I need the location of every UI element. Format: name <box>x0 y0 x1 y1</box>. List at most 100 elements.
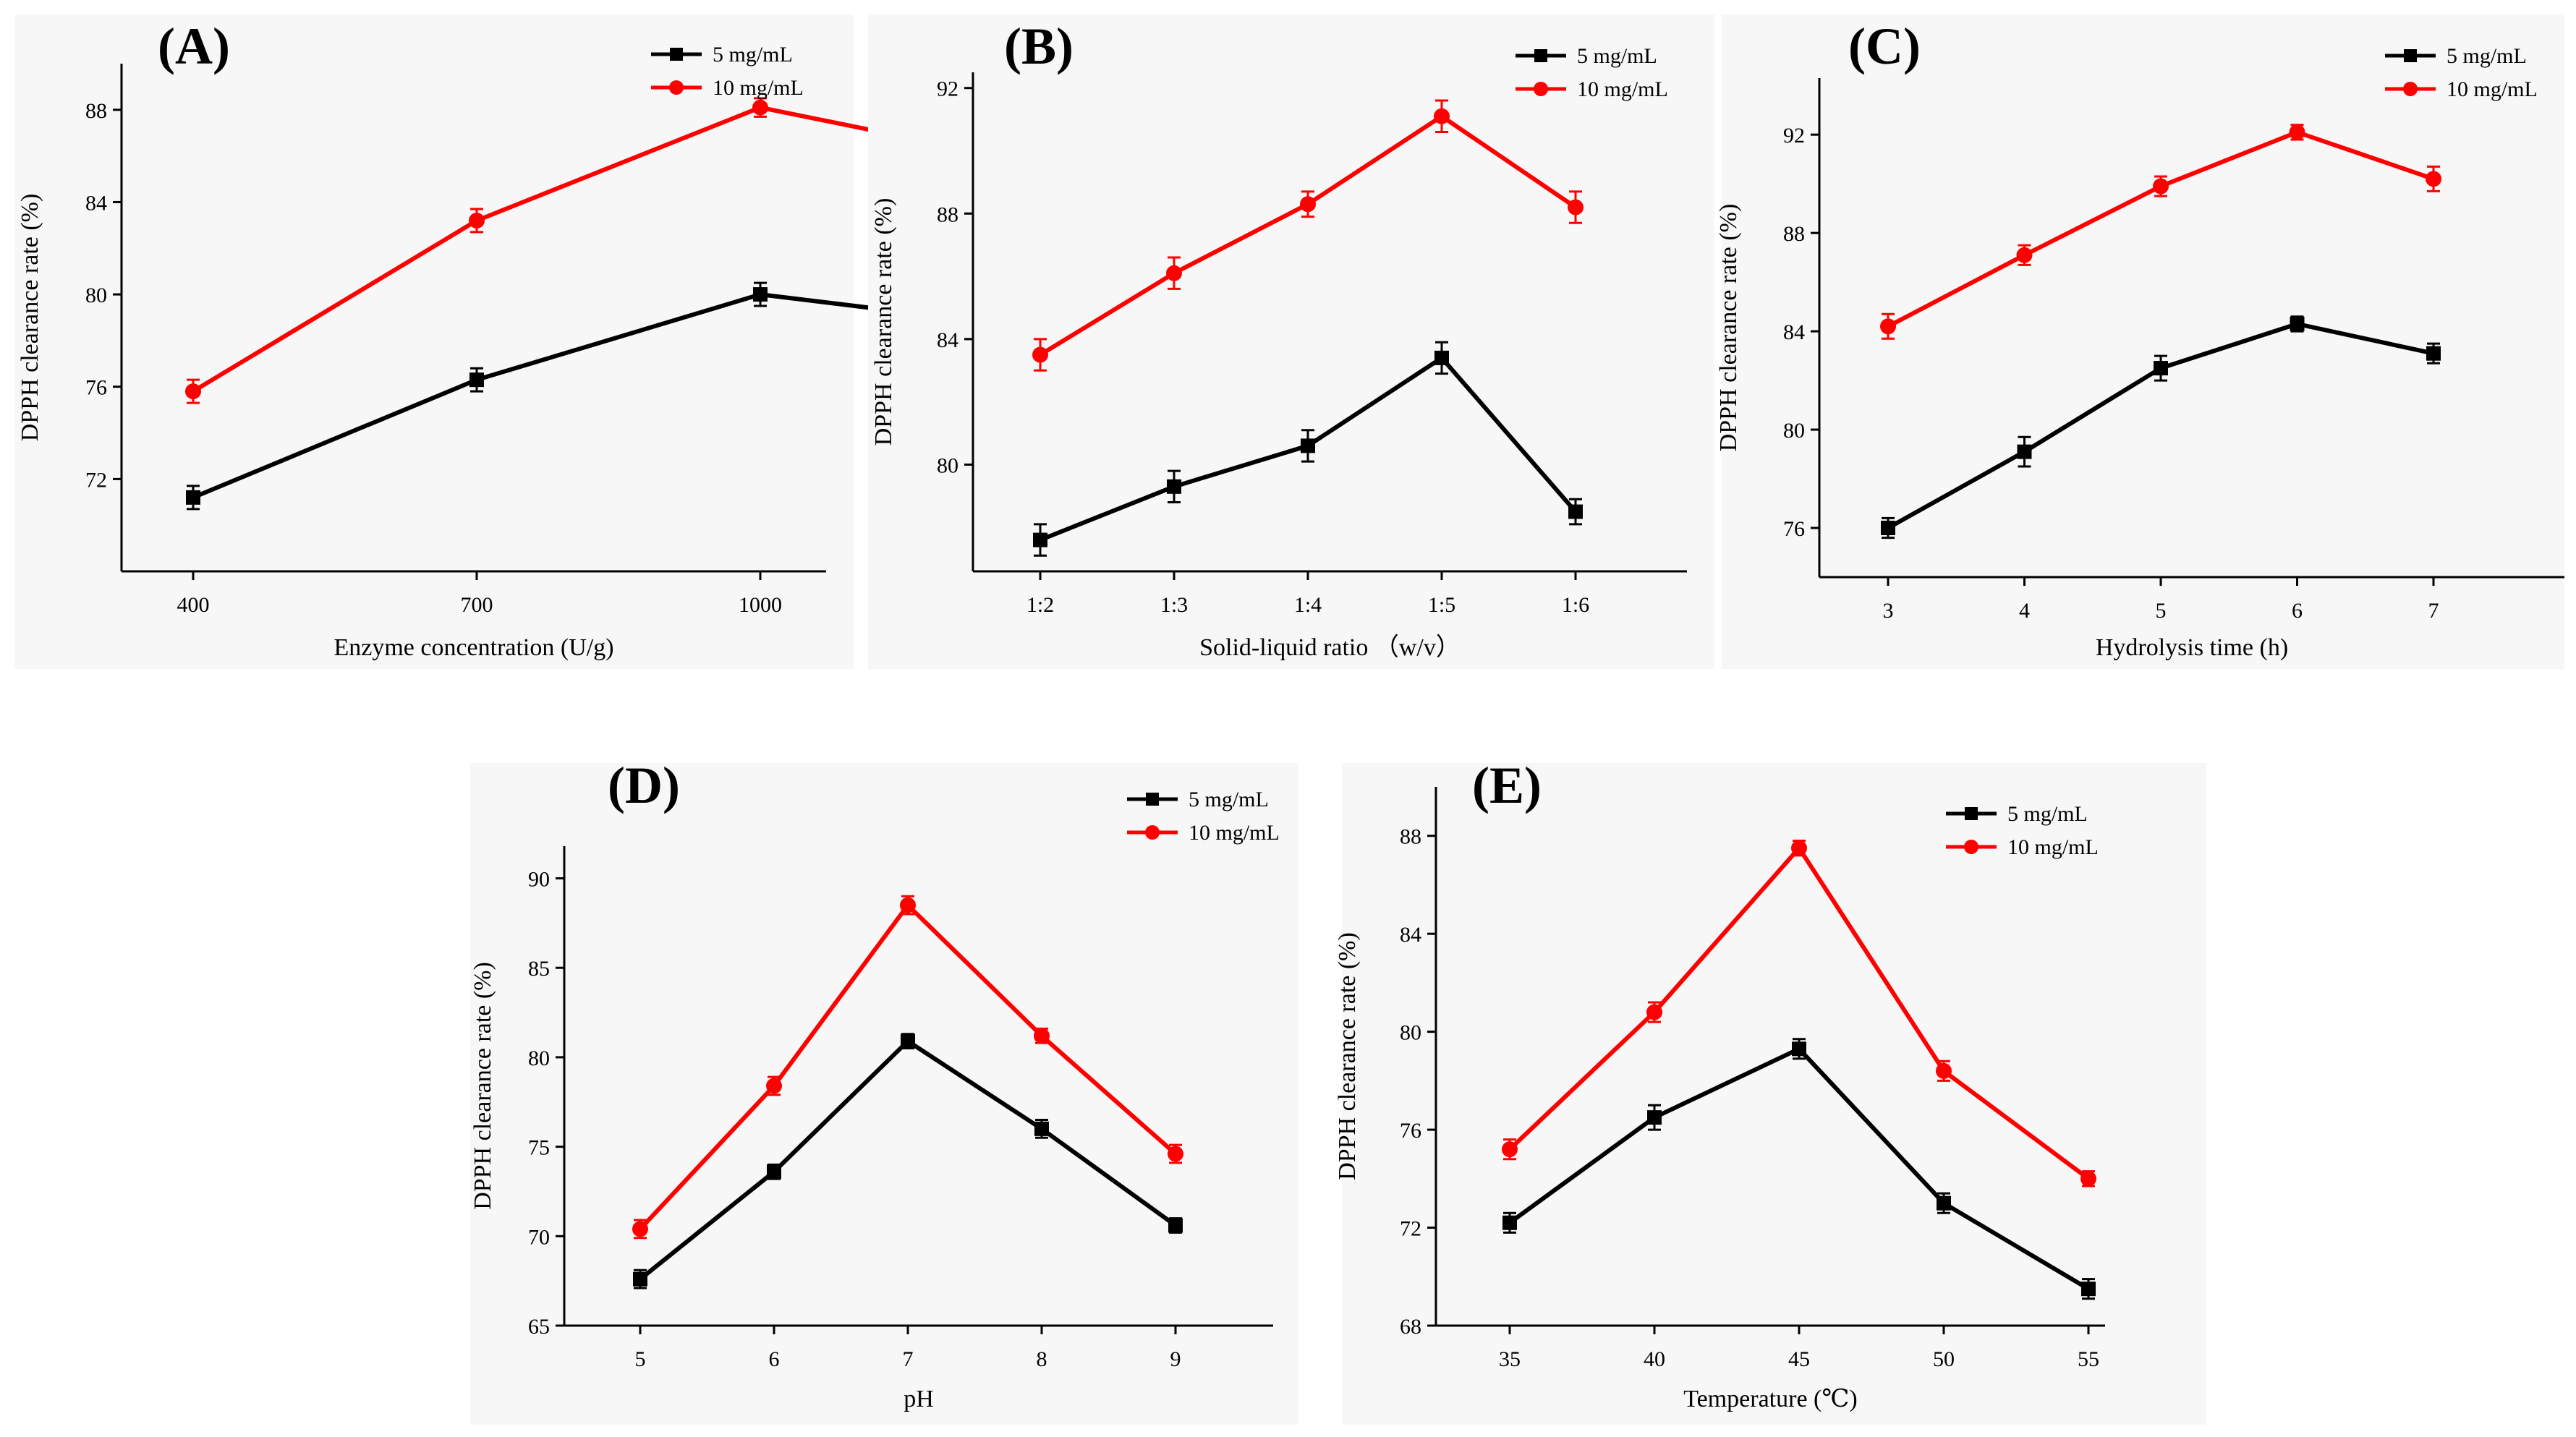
panel-background <box>1722 14 2564 669</box>
data-point-square <box>1792 1041 1806 1057</box>
panel-label: (C) <box>1848 17 1921 75</box>
panel-label: (A) <box>158 17 230 75</box>
data-point-square <box>1034 1121 1049 1136</box>
panel-label: (D) <box>608 756 680 814</box>
data-point-circle <box>1568 199 1584 216</box>
panel-background <box>868 14 1714 669</box>
data-point-circle <box>752 99 768 116</box>
data-point-square <box>753 287 768 302</box>
data-point-square <box>2017 444 2032 459</box>
data-point-square <box>1167 479 1181 494</box>
legend-label: 5 mg/mL <box>1577 44 1657 68</box>
x-tick-label: 6 <box>769 1347 780 1371</box>
x-axis-title: Enzyme concentration (U/g) <box>333 634 613 661</box>
legend-label: 10 mg/mL <box>713 76 804 100</box>
legend-marker-square <box>2404 49 2417 62</box>
legend-entry: 10 mg/mL <box>1516 77 1668 101</box>
data-point-square <box>1434 350 1449 365</box>
data-point-square <box>1301 438 1315 453</box>
legend-label: 10 mg/mL <box>1189 821 1280 845</box>
legend-entry: 5 mg/mL <box>2385 44 2527 68</box>
x-tick-label: 700 <box>461 593 493 617</box>
series-black <box>1502 1038 2096 1300</box>
legend-marker-square <box>1146 793 1159 806</box>
x-tick-label: 1:4 <box>1294 593 1322 617</box>
y-tick-label: 68 <box>1400 1315 1421 1339</box>
y-tick-label: 84 <box>937 328 958 352</box>
legend-entry: 5 mg/mL <box>1516 44 1657 68</box>
legend-label: 10 mg/mL <box>1577 77 1668 101</box>
y-tick-label: 84 <box>1783 320 1805 344</box>
y-axis-title: DPPH clearance rate (%) <box>469 962 496 1210</box>
data-point-square <box>469 372 484 388</box>
legend-entry: 10 mg/mL <box>1946 835 2099 859</box>
x-tick-label: 5 <box>635 1347 646 1371</box>
y-tick-label: 88 <box>1400 825 1421 849</box>
y-tick-label: 72 <box>1400 1217 1421 1241</box>
legend-entry: 10 mg/mL <box>1127 821 1280 845</box>
chart-panel-a: 7276808488400700100013001600Enzyme conce… <box>14 14 1349 669</box>
y-tick-label: 88 <box>937 202 958 226</box>
y-tick-label: 84 <box>85 191 107 215</box>
panel-background <box>470 763 1298 1425</box>
y-tick-label: 72 <box>85 468 107 492</box>
data-point-square <box>1033 532 1047 547</box>
legend-marker-circle <box>1964 840 1978 854</box>
y-tick-label: 76 <box>85 376 107 400</box>
y-tick-label: 80 <box>937 453 958 477</box>
legend-marker-square <box>1534 49 1547 62</box>
data-point-circle <box>2153 178 2169 195</box>
y-tick-label: 80 <box>1400 1021 1421 1045</box>
y-axis-title: DPPH clearance rate (%) <box>1715 204 1742 452</box>
legend-marker-circle <box>669 80 684 95</box>
data-point-circle <box>766 1078 782 1094</box>
data-point-square <box>1647 1110 1662 1125</box>
data-point-circle <box>185 383 201 400</box>
y-tick-label: 88 <box>1783 222 1805 246</box>
data-point-circle <box>1791 840 1807 856</box>
x-tick-label: 5 <box>2156 599 2167 623</box>
data-point-square <box>2154 361 2168 376</box>
legend-label: 5 mg/mL <box>1189 788 1269 811</box>
x-axis-title: Solid-liquid ratio （w/v） <box>1199 634 1461 661</box>
x-tick-label: 4 <box>2019 599 2030 623</box>
x-tick-label: 8 <box>1037 1347 1047 1371</box>
x-tick-label: 1:6 <box>1562 593 1589 617</box>
data-point-square <box>1568 504 1583 519</box>
legend-label: 5 mg/mL <box>2007 802 2088 826</box>
y-tick-label: 65 <box>528 1315 550 1339</box>
data-point-circle <box>2426 171 2441 187</box>
series-black <box>633 1033 1183 1289</box>
chart-panel-b: 80 84 88 92 1:2 1:3 1:4 1:5 1:6 Solid-liquid rati… <box>868 14 1714 669</box>
legend-marker-circle <box>2403 82 2418 96</box>
legend-marker-circle <box>1145 825 1160 840</box>
y-tick-label: 76 <box>1783 517 1805 541</box>
data-point-circle <box>469 212 485 229</box>
data-point-circle <box>1646 1004 1662 1020</box>
data-point-circle <box>1880 318 1896 335</box>
y-tick-label: 92 <box>937 77 958 101</box>
data-point-circle <box>1434 108 1450 124</box>
data-point-square <box>1168 1218 1183 1233</box>
x-tick-label: 1:3 <box>1160 593 1188 617</box>
data-point-square <box>2081 1282 2096 1297</box>
y-tick-label: 75 <box>528 1136 550 1160</box>
chart-panel-d: 65 70 75 80 85 90 5 6 7 8 9 pH DPPH clearance rate (… <box>469 756 1298 1425</box>
data-point-circle <box>1936 1062 1952 1079</box>
y-tick-label: 84 <box>1400 923 1421 947</box>
y-tick-label: 80 <box>1783 419 1805 443</box>
legend-entry: 10 mg/mL <box>2385 77 2538 101</box>
legend-marker-circle <box>1534 82 1548 96</box>
x-tick-label: 3 <box>1883 599 1894 623</box>
panel-label: (B) <box>1004 17 1074 75</box>
y-tick-label: 70 <box>528 1225 550 1249</box>
data-point-square <box>1502 1215 1517 1230</box>
series-black <box>1033 341 1583 557</box>
data-point-circle <box>1166 265 1182 281</box>
x-tick-label: 45 <box>1788 1347 1810 1371</box>
chart-panel-e: 68 72 76 80 84 88 35 40 45 50 55 Temperature (℃) DPP… <box>1334 756 2206 1425</box>
x-tick-label: 40 <box>1644 1347 1665 1371</box>
series-red <box>1880 124 2441 340</box>
legend-marker-square <box>1965 807 1978 820</box>
